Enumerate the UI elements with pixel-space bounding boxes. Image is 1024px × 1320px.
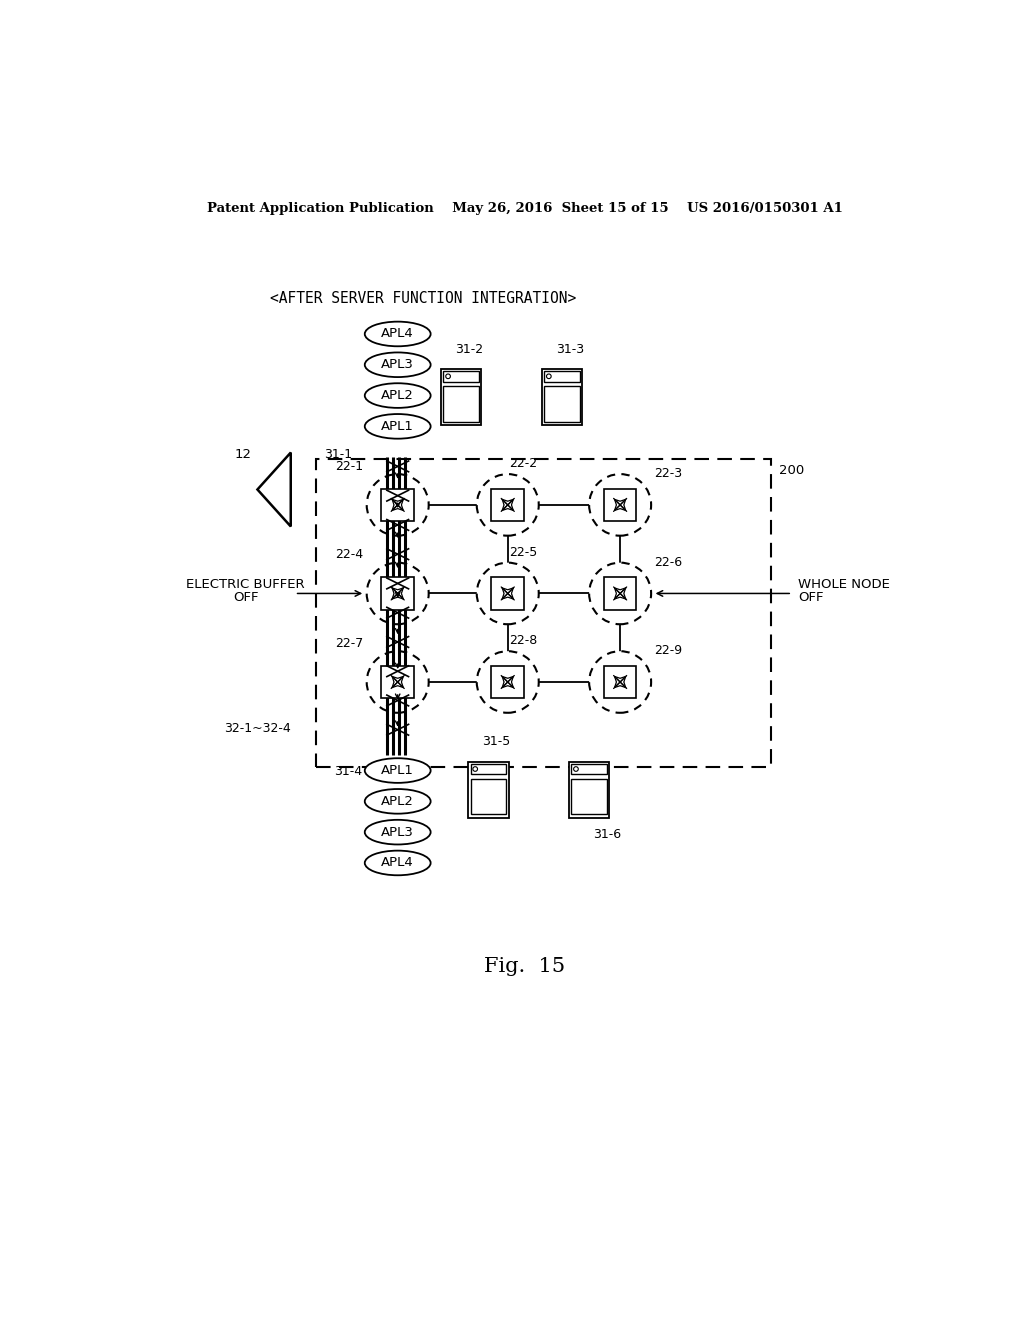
Bar [604, 665, 636, 698]
Text: 22-8: 22-8 [509, 635, 538, 647]
Circle shape [477, 651, 539, 713]
Text: 22-1: 22-1 [336, 459, 364, 473]
Text: Fig.  15: Fig. 15 [484, 957, 565, 977]
Bar [492, 488, 524, 521]
Text: 22-7: 22-7 [335, 636, 364, 649]
Text: 22-3: 22-3 [654, 467, 682, 480]
Ellipse shape [365, 352, 431, 378]
Bar [443, 371, 479, 381]
Bar [544, 387, 580, 422]
Text: APL4: APL4 [381, 857, 414, 870]
Bar [492, 577, 524, 610]
Text: <AFTER SERVER FUNCTION INTEGRATION>: <AFTER SERVER FUNCTION INTEGRATION> [270, 290, 577, 306]
Text: 31-6: 31-6 [593, 828, 622, 841]
Text: APL3: APL3 [381, 358, 414, 371]
Bar [381, 577, 414, 610]
Bar [471, 779, 506, 814]
Text: 12: 12 [234, 449, 251, 462]
Circle shape [573, 767, 579, 771]
Bar [316, 459, 771, 767]
Bar [381, 488, 414, 521]
Circle shape [445, 374, 451, 379]
Circle shape [547, 374, 551, 379]
Bar [471, 763, 506, 775]
Text: 22-4: 22-4 [336, 548, 364, 561]
Text: APL4: APL4 [381, 327, 414, 341]
Bar [571, 763, 607, 775]
Bar [443, 387, 479, 422]
Text: 31-2: 31-2 [455, 343, 483, 356]
Ellipse shape [365, 789, 431, 813]
Bar [544, 371, 580, 381]
Text: 22-5: 22-5 [509, 545, 538, 558]
Text: APL1: APL1 [381, 764, 414, 777]
Text: OFF: OFF [233, 591, 258, 603]
Ellipse shape [365, 820, 431, 845]
Text: APL1: APL1 [381, 420, 414, 433]
Text: 22-2: 22-2 [509, 457, 538, 470]
Text: 31-4: 31-4 [334, 764, 362, 777]
Circle shape [473, 767, 477, 771]
Ellipse shape [365, 383, 431, 408]
Bar [571, 779, 607, 814]
Text: 22-6: 22-6 [654, 556, 682, 569]
Text: 32-1~32-4: 32-1~32-4 [224, 722, 291, 735]
Text: WHOLE NODE: WHOLE NODE [799, 578, 890, 591]
Bar [569, 762, 609, 817]
Bar [441, 370, 481, 425]
Bar [604, 577, 636, 610]
Bar [604, 488, 636, 521]
Circle shape [477, 562, 539, 624]
Ellipse shape [365, 850, 431, 875]
Text: OFF: OFF [799, 591, 824, 603]
Text: 31-3: 31-3 [556, 343, 584, 356]
Circle shape [589, 651, 651, 713]
Bar [492, 665, 524, 698]
Ellipse shape [365, 758, 431, 783]
Text: APL3: APL3 [381, 825, 414, 838]
Text: 22-9: 22-9 [654, 644, 682, 657]
Circle shape [367, 474, 429, 536]
Circle shape [367, 562, 429, 624]
Text: 31-1: 31-1 [324, 449, 352, 462]
Bar [381, 665, 414, 698]
Text: ELECTRIC BUFFER: ELECTRIC BUFFER [186, 578, 305, 591]
Ellipse shape [365, 322, 431, 346]
Circle shape [589, 474, 651, 536]
Text: APL2: APL2 [381, 795, 414, 808]
Circle shape [589, 562, 651, 624]
Circle shape [367, 651, 429, 713]
Text: 200: 200 [779, 463, 804, 477]
Bar [542, 370, 583, 425]
Text: Patent Application Publication    May 26, 2016  Sheet 15 of 15    US 2016/015030: Patent Application Publication May 26, 2… [207, 202, 843, 215]
Bar [468, 762, 509, 817]
Ellipse shape [365, 414, 431, 438]
Circle shape [477, 474, 539, 536]
Text: 31-5: 31-5 [482, 735, 510, 748]
Text: APL2: APL2 [381, 389, 414, 403]
